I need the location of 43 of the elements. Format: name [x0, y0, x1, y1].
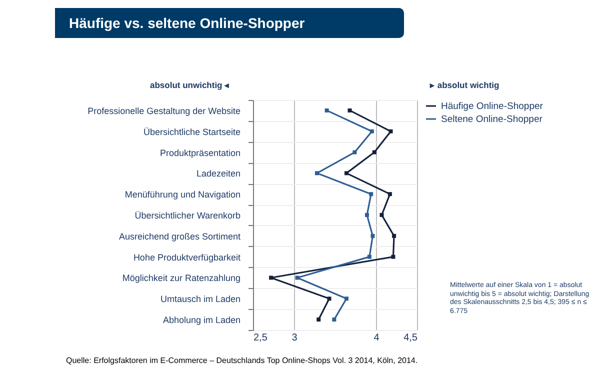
point [370, 234, 375, 238]
source-note: Quelle: Erfolgsfaktoren im E-Commerce – Deutschlands Top Online-Shops Vol. 3 2014, Köln, 2014. [66, 356, 418, 365]
point [316, 318, 321, 322]
point [367, 254, 372, 259]
y-tick-label: Übersichtliche Startseite [143, 126, 240, 137]
point [370, 129, 374, 134]
point [348, 108, 352, 112]
point [380, 213, 384, 217]
x-tick-label: 3 [292, 332, 298, 344]
point [269, 276, 274, 280]
legend-label: Seltene Online-Shopper [441, 114, 542, 125]
y-tick-label: Hohe Produktverfügbarkeit [133, 252, 241, 262]
point [352, 150, 357, 154]
y-tick-label: Umtausch im Laden [160, 294, 240, 304]
y-tick-label: Professionelle Gestaltung der Website [88, 106, 240, 116]
point [364, 213, 369, 217]
point [388, 192, 392, 196]
point [344, 296, 348, 301]
y-tick-label: Ladezeiten [196, 168, 240, 179]
legend-label: Häufige Online-Shopper [441, 101, 543, 112]
y-tick-label: Möglichkeit zur Ratenzahlung [122, 273, 240, 284]
y-tick-label: Abholung im Laden [162, 315, 240, 326]
point [295, 276, 300, 280]
text: absolut unwichtig ◂ [150, 80, 230, 90]
text: ▸ absolut wichtig [430, 80, 500, 90]
point [344, 171, 348, 176]
point [369, 192, 374, 196]
point [324, 108, 329, 112]
y-tick-label: Ausreichend großes Sortiment [118, 231, 241, 242]
point [372, 150, 376, 154]
point [392, 234, 396, 238]
x-tick-label: 2,5 [254, 332, 268, 344]
y-tick-label: Menüführung und Navigation [124, 190, 240, 200]
x-tick-label: 4,5 [404, 332, 418, 344]
point [332, 318, 336, 322]
point [391, 254, 396, 259]
point [327, 296, 332, 301]
chart-title: Häufige vs. seltene Online-Shopper [55, 8, 404, 38]
point [388, 129, 393, 134]
x-tick-label: 4 [374, 332, 380, 344]
point [314, 171, 319, 176]
y-tick-label: Produktpräsentation [160, 148, 240, 158]
y-tick-label: Übersichtlicher Warenkorb [134, 210, 240, 220]
